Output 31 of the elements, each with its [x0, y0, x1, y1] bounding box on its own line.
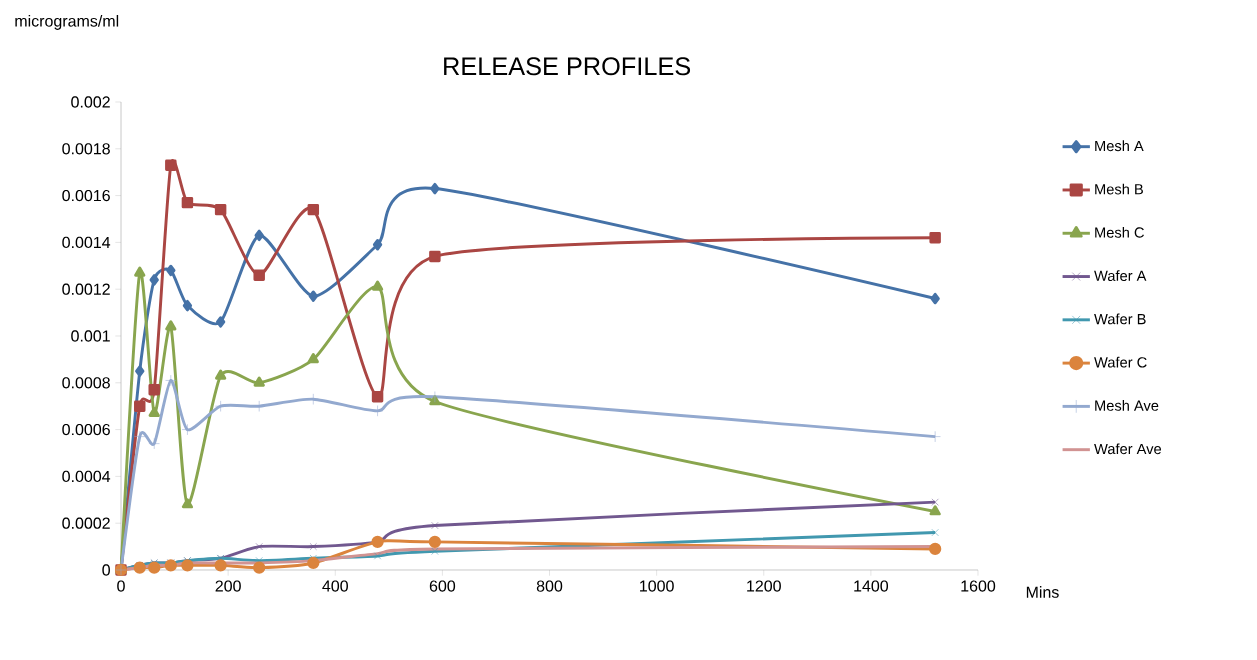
y-tick-label: 0.0016	[62, 189, 110, 202]
x-tick-label: 400	[322, 580, 348, 592]
x-tick-label: 1200	[747, 580, 781, 592]
y-tick-label: 0.0018	[62, 143, 110, 155]
y-tick-label: 0.0002	[62, 517, 110, 529]
x-tick-label: 1000	[640, 580, 674, 592]
legend-label: Mesh B	[1095, 183, 1143, 195]
legend-label: Mesh Ave	[1095, 400, 1159, 411]
x-tick-label: 200	[215, 580, 241, 592]
legend-label: Wafer B	[1094, 313, 1146, 325]
x-tick-label: 800	[536, 580, 563, 592]
x-axis-title: Mins	[1026, 586, 1059, 598]
legend-label: Mesh A	[1095, 140, 1144, 152]
y-tick-label: 0.0004	[62, 470, 111, 483]
y-tick-label: 0.0006	[62, 423, 110, 436]
y-tick-label: 0.0008	[62, 377, 110, 389]
y-axis-title: micrograms/ml	[15, 14, 119, 30]
x-tick-label: 1400	[854, 580, 889, 592]
y-tick-label: 0.002	[71, 96, 110, 108]
y-tick-label: 0.001	[71, 330, 110, 342]
y-tick-label: 0.0014	[62, 236, 111, 249]
x-tick-label: 600	[429, 580, 456, 592]
y-tick-label: 0	[102, 564, 110, 576]
chart-title: RELEASE PROFILES	[444, 57, 691, 76]
legend-label: Mesh C	[1095, 226, 1144, 238]
legend-label: Wafer A	[1094, 270, 1147, 281]
x-tick-label: 0	[117, 580, 125, 592]
y-tick-label: 0.0012	[62, 283, 110, 295]
legend-label: Wafer Ave	[1094, 443, 1162, 455]
x-tick-label: 1600	[961, 580, 996, 592]
legend-label: Wafer C	[1094, 356, 1147, 368]
